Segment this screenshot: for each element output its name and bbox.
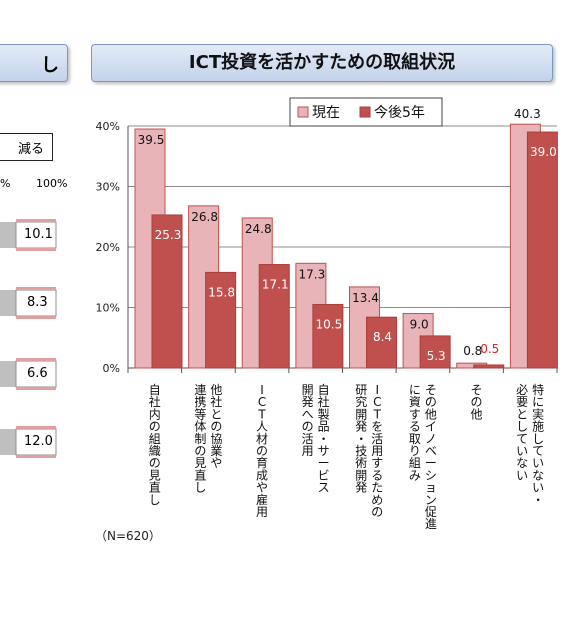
y-tick-label: 10% — [96, 302, 120, 315]
left-bar-gray — [0, 361, 16, 387]
chart-title: ICT投資を活かすための取組状況 — [91, 44, 553, 82]
legend-swatch-future — [359, 106, 371, 118]
x-category-label: その他イノベーション促進 — [425, 383, 437, 531]
data-label-current: 26.8 — [191, 210, 218, 224]
legend-swatch-current — [297, 106, 309, 118]
left-bar-gray — [0, 429, 16, 455]
sample-size-note: （N=620） — [95, 529, 161, 543]
left-value-2: 8.3 — [27, 295, 48, 310]
x-category-label: 特に実施していない・ — [532, 382, 544, 507]
legend-label-current: 現在 — [312, 105, 340, 121]
data-label-current: 40.3 — [514, 107, 541, 121]
left-value-3: 6.6 — [27, 366, 48, 381]
left-axis-100: 100% — [36, 177, 68, 190]
data-label-future: 8.4 — [373, 330, 392, 344]
bar-future — [419, 335, 451, 369]
left-bar-accent — [16, 287, 56, 290]
data-label-future: 5.3 — [427, 349, 446, 363]
x-category-label: 自社製品・サービス — [318, 383, 330, 495]
x-category-label: その他 — [471, 383, 483, 421]
left-legend-fragment: 減る — [17, 142, 44, 157]
left-value-4: 12.0 — [24, 434, 53, 449]
left-bar-row — [0, 426, 57, 458]
data-label-future: 15.8 — [208, 285, 235, 299]
left-bar-accent — [16, 455, 56, 458]
left-title-fragment: し — [41, 55, 59, 76]
data-label-current: 0.8 — [463, 344, 482, 358]
bar-future — [526, 131, 558, 369]
y-tick-label: 0% — [103, 362, 120, 375]
left-bar-accent — [16, 426, 56, 429]
legend-label-future: 今後5年 — [374, 105, 425, 121]
left-bar-accent — [16, 358, 56, 361]
left-title-box: し — [0, 44, 68, 82]
bar-future — [258, 264, 290, 369]
data-label-future: 10.5 — [316, 317, 343, 331]
left-panel: し 減る % 100% 10.1 8.3 — [0, 0, 80, 627]
data-label-current: 9.0 — [410, 318, 429, 332]
x-category-label: 必要としていない — [516, 383, 528, 482]
left-bar-white — [15, 289, 57, 317]
y-tick-label: 40% — [96, 120, 120, 133]
left-bar-row — [0, 219, 57, 251]
left-bar-accent — [16, 248, 56, 251]
left-value-1: 10.1 — [24, 227, 53, 242]
x-category-label: に資する取り組み — [409, 383, 421, 482]
left-bar-gray — [0, 290, 16, 316]
left-axis-fragment: % — [0, 177, 11, 190]
bar-future — [366, 316, 397, 369]
left-bar-accent — [16, 219, 56, 222]
bar-future — [473, 364, 505, 369]
left-bar-row — [0, 358, 57, 390]
left-bar-accent — [16, 316, 56, 319]
bar-future — [205, 271, 237, 369]
bar-future — [312, 303, 344, 369]
data-label-current: 17.3 — [299, 267, 326, 281]
x-category-label: 開発への活用 — [302, 383, 314, 458]
left-bars — [0, 219, 57, 458]
left-bar-white — [15, 360, 57, 388]
bar-future — [151, 214, 183, 369]
data-label-future: 39.0 — [530, 145, 557, 159]
left-bar-white — [15, 221, 57, 249]
data-label-current: 24.8 — [245, 222, 272, 236]
left-legend-box: 減る — [0, 133, 53, 161]
x-category-label: 自社内の組織の見直し — [149, 383, 161, 507]
x-category-label: I C T を活用するための — [371, 383, 383, 519]
x-category-label: 連携等体制の見直し — [194, 383, 206, 495]
left-bar-row — [0, 287, 57, 319]
x-category-label: 研究開発・技術開発 — [355, 383, 367, 495]
y-tick-label: 30% — [96, 181, 120, 194]
x-category-label: I C T 人材の育成や雇用 — [256, 383, 268, 519]
left-bar-gray — [0, 222, 16, 248]
data-label-future: 17.1 — [262, 278, 289, 292]
data-label-future: 25.3 — [155, 228, 182, 242]
x-category-label: 他社との協業や — [210, 383, 222, 470]
data-label-current: 13.4 — [352, 291, 379, 305]
data-label-future: 0.5 — [480, 342, 499, 356]
y-tick-label: 20% — [96, 241, 120, 254]
data-label-current: 39.5 — [138, 133, 165, 147]
left-bar-accent — [16, 387, 56, 390]
